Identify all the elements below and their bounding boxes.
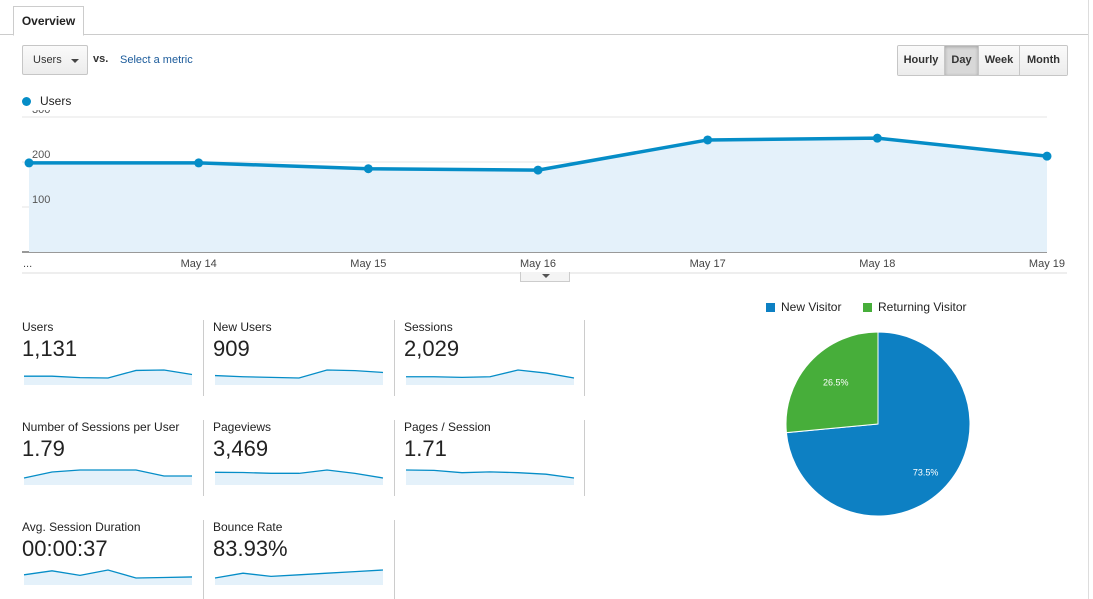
x-tick-label: May 19	[1029, 258, 1065, 270]
sparkline-line	[214, 369, 384, 379]
metric-value: 909	[213, 336, 250, 361]
metric-value: 3,469	[213, 436, 269, 461]
tab-overview[interactable]: Overview	[13, 6, 84, 36]
metric-label: Sessions	[404, 320, 453, 334]
pie-slice-label: 26.5%	[823, 378, 849, 388]
card-divider	[203, 520, 204, 599]
metric-sparkline	[23, 569, 193, 585]
metric-label: Number of Sessions per User	[22, 420, 180, 434]
sparkline-fill	[215, 470, 383, 485]
users-line-chart: 100 200 300... May 14 May 15 May 16 May 17 May …	[22, 110, 1067, 274]
x-tick-label: May 17	[690, 258, 726, 270]
chart-collapse-handle[interactable]	[520, 272, 570, 282]
metric-label: Pages / Session	[404, 420, 491, 434]
card-divider	[584, 420, 585, 496]
data-point[interactable]	[194, 158, 204, 168]
sparkline-line	[23, 469, 192, 479]
metric-dropdown[interactable]: Users	[22, 45, 88, 75]
metric-value: 2,029	[404, 336, 460, 361]
sparkline-line	[405, 469, 575, 479]
x-tick-label: ...	[23, 258, 32, 270]
month-button[interactable]: Month	[1020, 46, 1067, 75]
legend-swatch-icon	[766, 303, 775, 312]
card-divider	[394, 520, 395, 599]
x-tick-label: May 16	[520, 258, 556, 270]
metric-dropdown-value: Users	[33, 54, 62, 66]
metric-card[interactable]: Avg. Session Duration 00:00:37	[22, 520, 212, 596]
metric-label: New Users	[213, 320, 272, 334]
metric-card[interactable]: Number of Sessions per User 1.79	[22, 420, 212, 496]
card-divider	[584, 320, 585, 396]
metric-value: 83.93%	[213, 536, 288, 561]
y-tick-label: 300	[32, 110, 50, 116]
metric-value: 1.79	[22, 436, 65, 461]
sparkline-fill	[215, 370, 383, 385]
legend-dot-icon	[22, 97, 31, 106]
metric-value: 1,131	[22, 336, 78, 361]
metric-card[interactable]: Users 1,131	[22, 320, 212, 396]
legend-swatch-icon	[863, 303, 872, 312]
metric-sparkline	[23, 469, 192, 485]
sparkline-line	[214, 569, 384, 579]
metric-card[interactable]: Bounce Rate 83.93%	[213, 520, 403, 596]
metric-label: Pageviews	[213, 420, 272, 434]
sparkline-line	[24, 369, 193, 379]
pie-legend-returning-label: Returning Visitor	[878, 300, 967, 314]
card-divider	[203, 420, 204, 496]
legend-series-name: Users	[40, 94, 72, 108]
data-point[interactable]	[24, 158, 34, 168]
sparkline-fill	[24, 570, 192, 585]
sparkline-line	[406, 369, 575, 379]
data-point[interactable]	[533, 165, 543, 175]
day-button[interactable]: Day	[945, 46, 979, 75]
card-divider	[394, 320, 395, 396]
y-tick-label: 100	[32, 194, 50, 206]
data-point[interactable]	[1042, 151, 1052, 161]
metric-sparkline	[214, 469, 384, 485]
y-tick-label: 200	[32, 149, 50, 161]
metric-card[interactable]: New Users 909	[213, 320, 403, 396]
metric-label: Bounce Rate	[213, 520, 283, 534]
data-point[interactable]	[703, 135, 713, 145]
pie-legend-new-label: New Visitor	[781, 300, 842, 314]
chevron-down-icon	[71, 59, 79, 63]
metric-card[interactable]: Pages / Session 1.71	[404, 420, 594, 496]
data-point[interactable]	[363, 164, 373, 174]
metric-sparkline	[214, 369, 384, 385]
metric-label: Users	[22, 320, 54, 334]
metric-label: Avg. Session Duration	[22, 520, 141, 534]
metric-sparkline	[405, 469, 575, 485]
sparkline-fill	[24, 370, 192, 385]
chevron-down-icon	[542, 274, 550, 278]
metric-value: 00:00:37	[22, 536, 108, 561]
panel-divider	[1088, 0, 1089, 599]
x-tick-label: May 18	[859, 258, 895, 270]
tab-strip: Overview	[0, 0, 1088, 36]
metric-sparkline	[24, 369, 193, 385]
metric-sparkline	[214, 569, 384, 585]
visitor-pie-chart: 73.5% 26.5%	[785, 331, 971, 517]
sparkline-line	[23, 569, 193, 579]
pie-slice-label: 73.5%	[913, 467, 939, 477]
hourly-button[interactable]: Hourly	[898, 46, 945, 75]
card-divider	[394, 420, 395, 496]
sparkline-line	[214, 469, 384, 479]
card-divider	[203, 320, 204, 396]
metric-value: 1.71	[404, 436, 447, 461]
x-tick-label: May 14	[181, 258, 217, 270]
metric-card[interactable]: Sessions 2,029	[404, 320, 594, 396]
users-area-fill	[29, 138, 1047, 252]
metric-card[interactable]: Pageviews 3,469	[213, 420, 403, 496]
metric-sparkline	[406, 369, 575, 385]
pie-slice[interactable]	[785, 331, 879, 434]
sparkline-fill	[24, 470, 192, 485]
x-tick-label: May 15	[350, 258, 386, 270]
vs-label: vs.	[93, 53, 109, 65]
week-button[interactable]: Week	[979, 46, 1020, 75]
sparkline-fill	[406, 370, 574, 385]
data-point[interactable]	[872, 133, 882, 143]
select-metric-link[interactable]: Select a metric	[120, 54, 193, 66]
granularity-toggle: Hourly Day Week Month	[897, 45, 1068, 76]
sparkline-fill	[215, 570, 383, 585]
